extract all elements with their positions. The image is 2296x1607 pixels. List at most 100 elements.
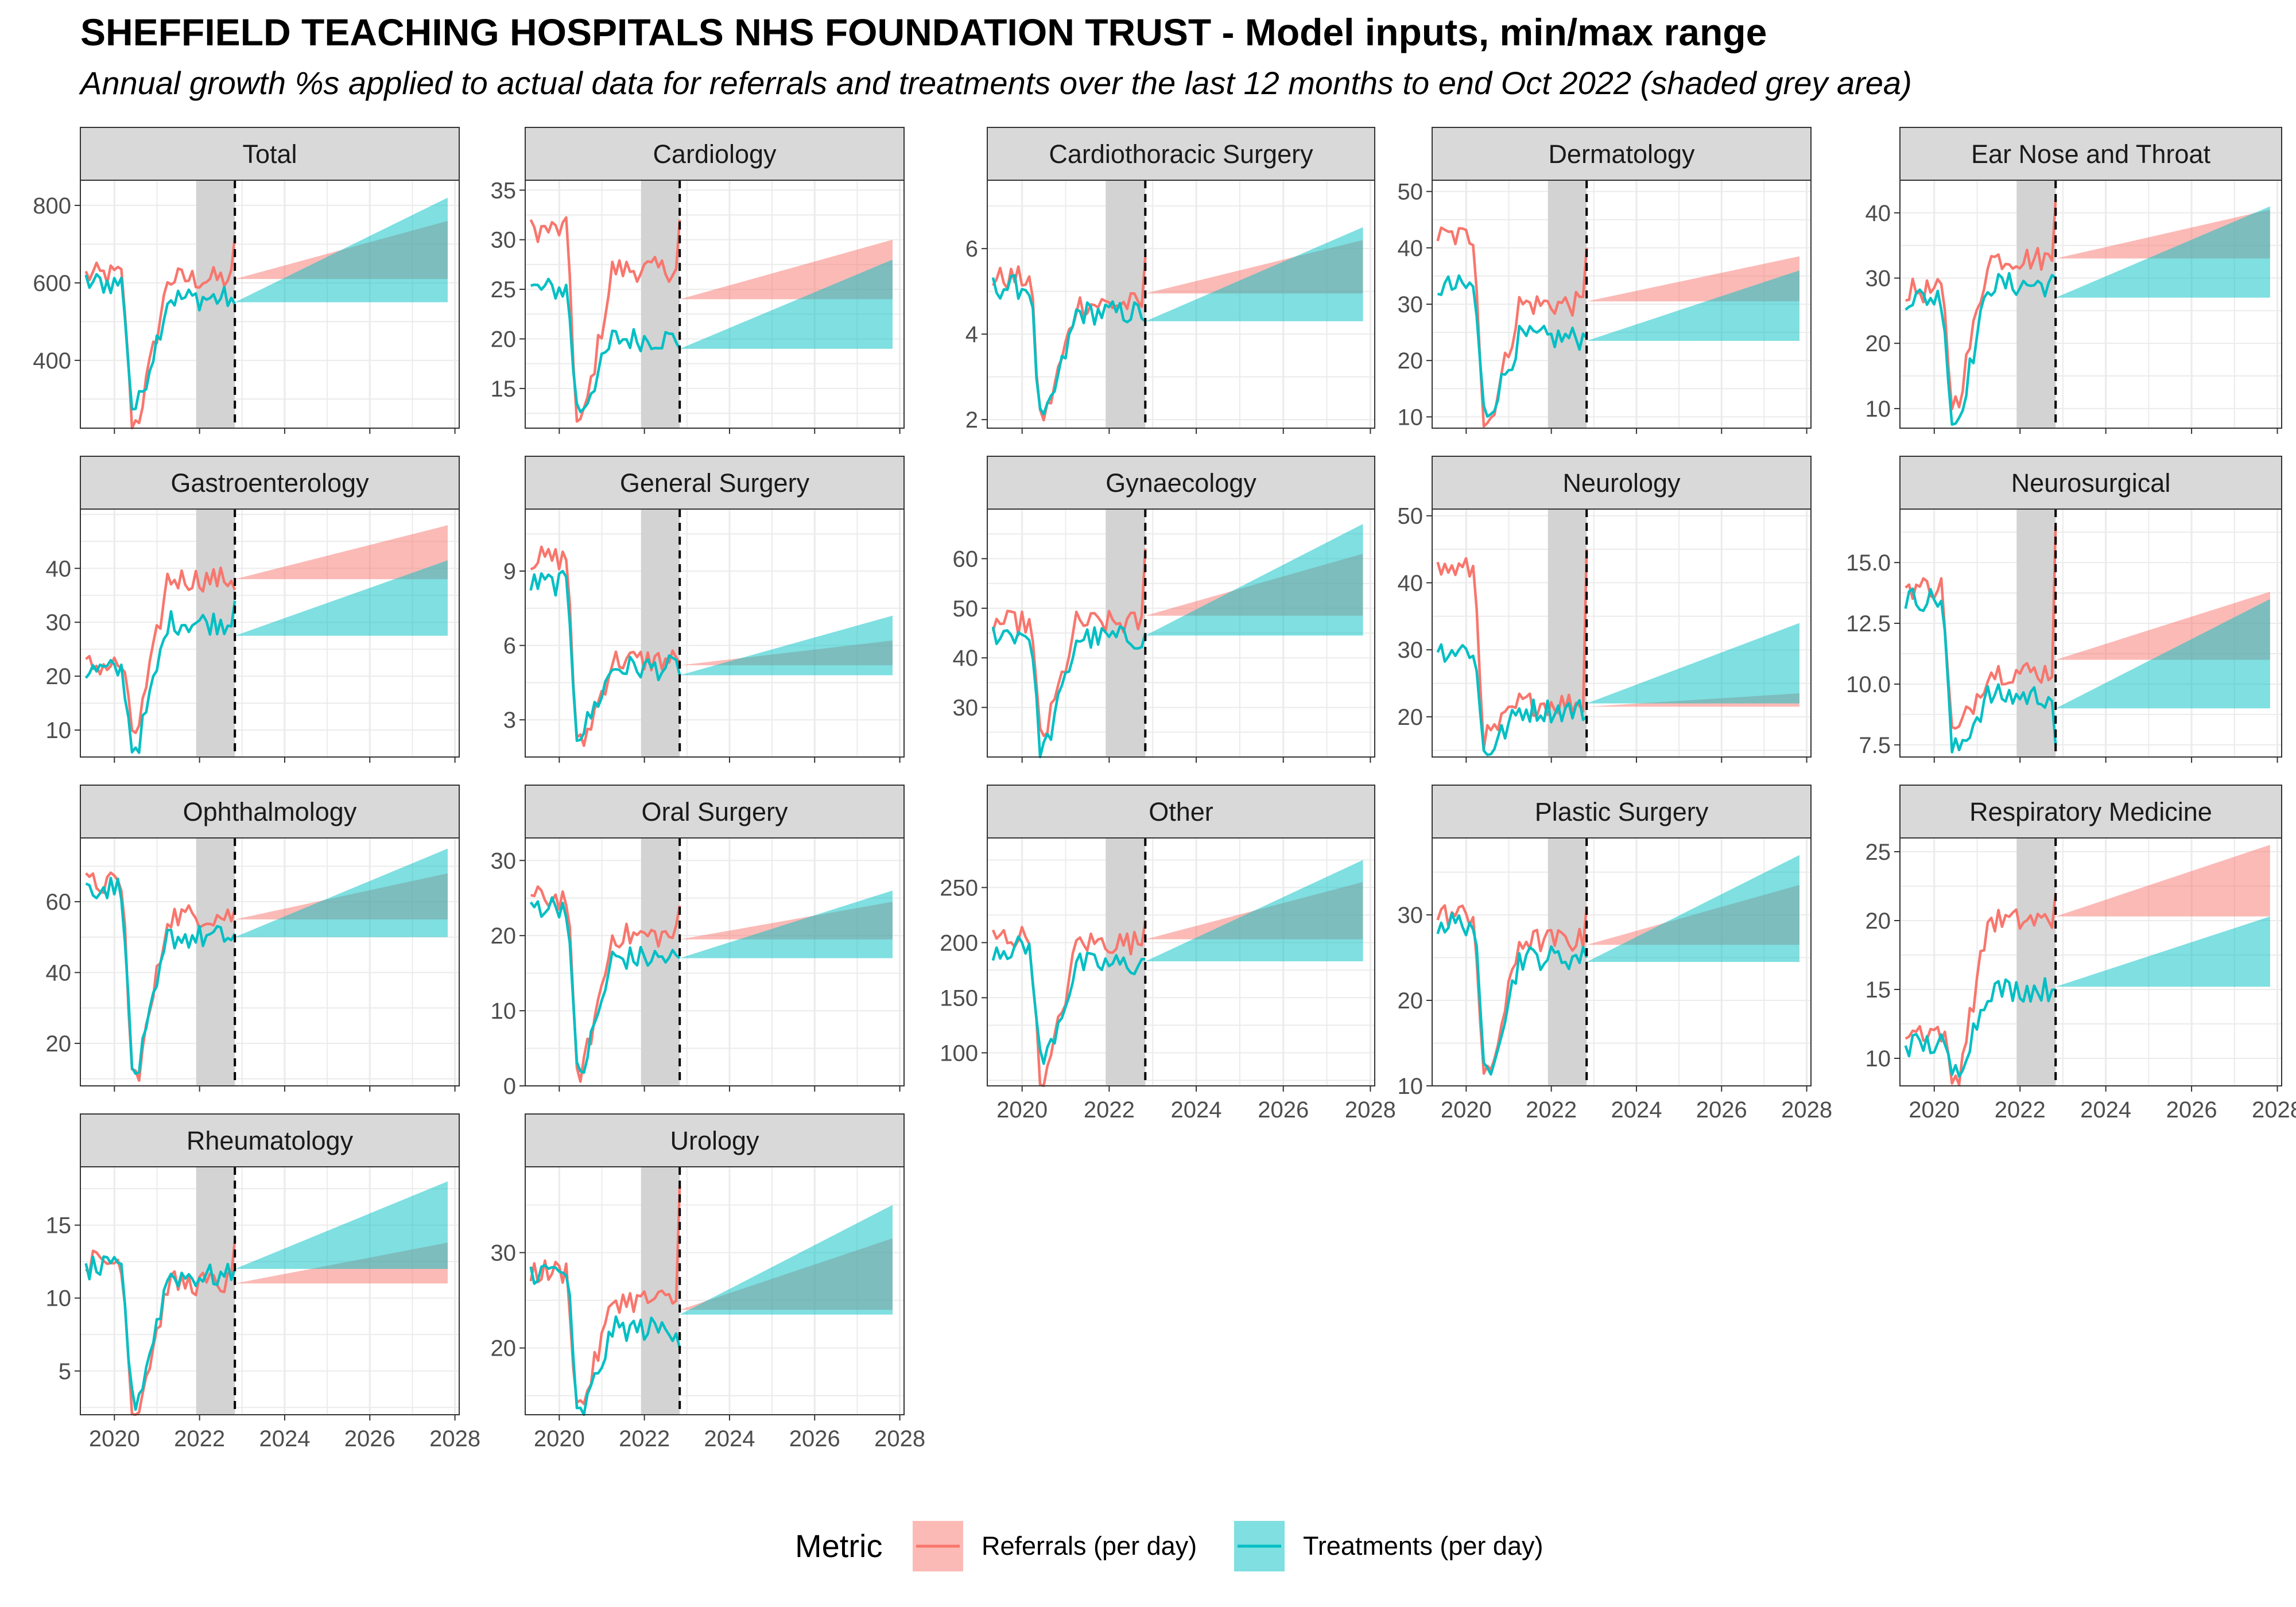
referrals-forecast-ribbon — [235, 525, 448, 580]
facet-panel: Cardiothoracic Surgery 2 4 6 — [965, 127, 1375, 434]
shaded-period — [196, 838, 235, 1086]
x-tick-label: 2024 — [1171, 1097, 1222, 1123]
y-tick-label: 10 — [491, 999, 517, 1024]
y-tick-label: 15.0 — [1846, 550, 1891, 576]
treatments-line — [991, 935, 1146, 1065]
facet-panel: Rheumatology 5 10 15 2020 2022 2024 2026 2028 — [46, 1113, 480, 1451]
treatments-forecast-ribbon — [680, 1205, 893, 1315]
x-tick-label: 2028 — [429, 1426, 480, 1451]
y-tick-label: 6 — [965, 236, 978, 262]
y-tick-label: 40 — [1865, 201, 1891, 226]
y-tick-label: 20 — [491, 923, 517, 949]
y-tick-label: 25 — [1865, 840, 1891, 865]
panel-border — [525, 1166, 905, 1415]
y-tick-label: 6 — [503, 634, 516, 659]
treatments-forecast-ribbon — [235, 560, 448, 636]
chart-title: SHEFFIELD TEACHING HOSPITALS NHS FOUNDAT… — [80, 11, 1767, 53]
legend-label: Referrals (per day) — [982, 1531, 1197, 1561]
x-tick-label: 2022 — [174, 1426, 225, 1451]
facet-strip — [525, 1113, 905, 1167]
facet-strip — [987, 785, 1375, 839]
facet-panel: Ophthalmology 20 40 60 — [46, 785, 460, 1092]
treatments-forecast-ribbon — [1145, 523, 1363, 636]
facet-strip — [987, 127, 1375, 181]
y-tick-label: 60 — [46, 890, 72, 915]
treatments-line — [84, 273, 236, 411]
y-tick-label: 30 — [46, 610, 72, 635]
facet-strip-label: Total — [242, 139, 297, 169]
y-tick-label: 800 — [33, 193, 71, 219]
facet-strip-label: Oral Surgery — [641, 797, 788, 826]
y-tick-label: 50 — [1398, 180, 1424, 205]
y-tick-label: 25 — [491, 277, 517, 302]
treatments-forecast-ribbon — [680, 615, 893, 676]
referrals-line — [1905, 892, 2057, 1086]
treatments-forecast-ribbon — [1587, 270, 1799, 341]
treatments-forecast-ribbon — [2055, 206, 2270, 298]
y-tick-label: 15 — [46, 1213, 72, 1239]
y-tick-label: 150 — [940, 985, 978, 1011]
y-tick-label: 20 — [1865, 331, 1891, 356]
y-tick-label: 50 — [953, 596, 979, 622]
legend-label: Treatments (per day) — [1303, 1531, 1543, 1561]
y-tick-label: 10 — [1398, 405, 1424, 430]
x-tick-label: 2020 — [89, 1426, 140, 1451]
panel-background — [80, 180, 459, 428]
treatments-forecast-ribbon — [235, 848, 448, 937]
panel-border — [80, 837, 460, 1086]
x-tick-label: 2024 — [1611, 1097, 1662, 1123]
y-tick-label: 20 — [46, 1031, 72, 1057]
shaded-period — [641, 180, 680, 428]
facet-panel: Cardiology 15 20 25 30 35 — [491, 127, 905, 434]
y-tick-label: 60 — [953, 546, 979, 572]
x-tick-label: 2024 — [704, 1426, 755, 1451]
facet-strip-label: Plastic Surgery — [1535, 797, 1709, 826]
referrals-line — [1436, 549, 1588, 750]
facet-strip — [1432, 127, 1812, 181]
referrals-line — [84, 236, 236, 430]
y-tick-label: 20 — [46, 664, 72, 689]
x-tick-label: 2020 — [534, 1426, 585, 1451]
treatments-forecast-ribbon — [2055, 599, 2270, 709]
shaded-period — [2016, 838, 2056, 1086]
facet-panel: Respiratory Medicine 10 15 20 25 2020 2022 2024… — [1865, 785, 2296, 1123]
y-tick-label: 400 — [33, 348, 71, 374]
panel-border — [525, 509, 905, 758]
x-tick-label: 2028 — [2252, 1097, 2296, 1123]
y-tick-label: 40 — [1398, 236, 1424, 261]
facet-panel: Ear Nose and Throat 10 20 30 40 — [1865, 127, 2282, 434]
panel-border — [1899, 509, 2282, 758]
y-tick-label: 10 — [1398, 1074, 1424, 1099]
referrals-line — [1436, 904, 1588, 1075]
treatments-forecast-ribbon — [1587, 855, 1799, 962]
referrals-line — [530, 545, 681, 747]
x-tick-label: 2022 — [1526, 1097, 1577, 1123]
x-tick-label: 2022 — [1084, 1097, 1135, 1123]
treatments-forecast-ribbon — [1145, 227, 1363, 321]
x-tick-label: 2028 — [874, 1426, 925, 1451]
shaded-period — [196, 509, 235, 757]
y-tick-label: 200 — [940, 930, 978, 956]
panel-border — [1432, 509, 1812, 758]
y-tick-label: 20 — [1398, 705, 1424, 730]
treatments-line — [529, 896, 681, 1074]
facet-strip-label: Cardiology — [653, 139, 777, 169]
y-tick-label: 10 — [46, 718, 72, 743]
legend: Metric Referrals (per day) Treatments (per… — [795, 1521, 1543, 1571]
y-tick-label: 0 — [503, 1074, 516, 1099]
facet-strip — [1899, 785, 2282, 839]
treatments-line — [1436, 643, 1588, 756]
facet-strip-label: Urology — [670, 1126, 759, 1155]
facet-strip-label: Other — [1149, 797, 1213, 826]
treatments-line — [530, 277, 681, 413]
facet-strip — [1899, 127, 2282, 181]
facet-strip-label: Gynaecology — [1106, 468, 1256, 498]
facet-strip — [1432, 456, 1812, 510]
facet-strip-label: General Surgery — [620, 468, 810, 498]
referrals-line — [991, 920, 1147, 1088]
facet-panel: Plastic Surgery 10 20 30 2020 2022 2024 2026 202… — [1398, 785, 1832, 1123]
treatments-forecast-ribbon — [680, 259, 893, 349]
treatments-line — [1437, 274, 1588, 418]
y-tick-label: 30 — [1398, 903, 1424, 928]
